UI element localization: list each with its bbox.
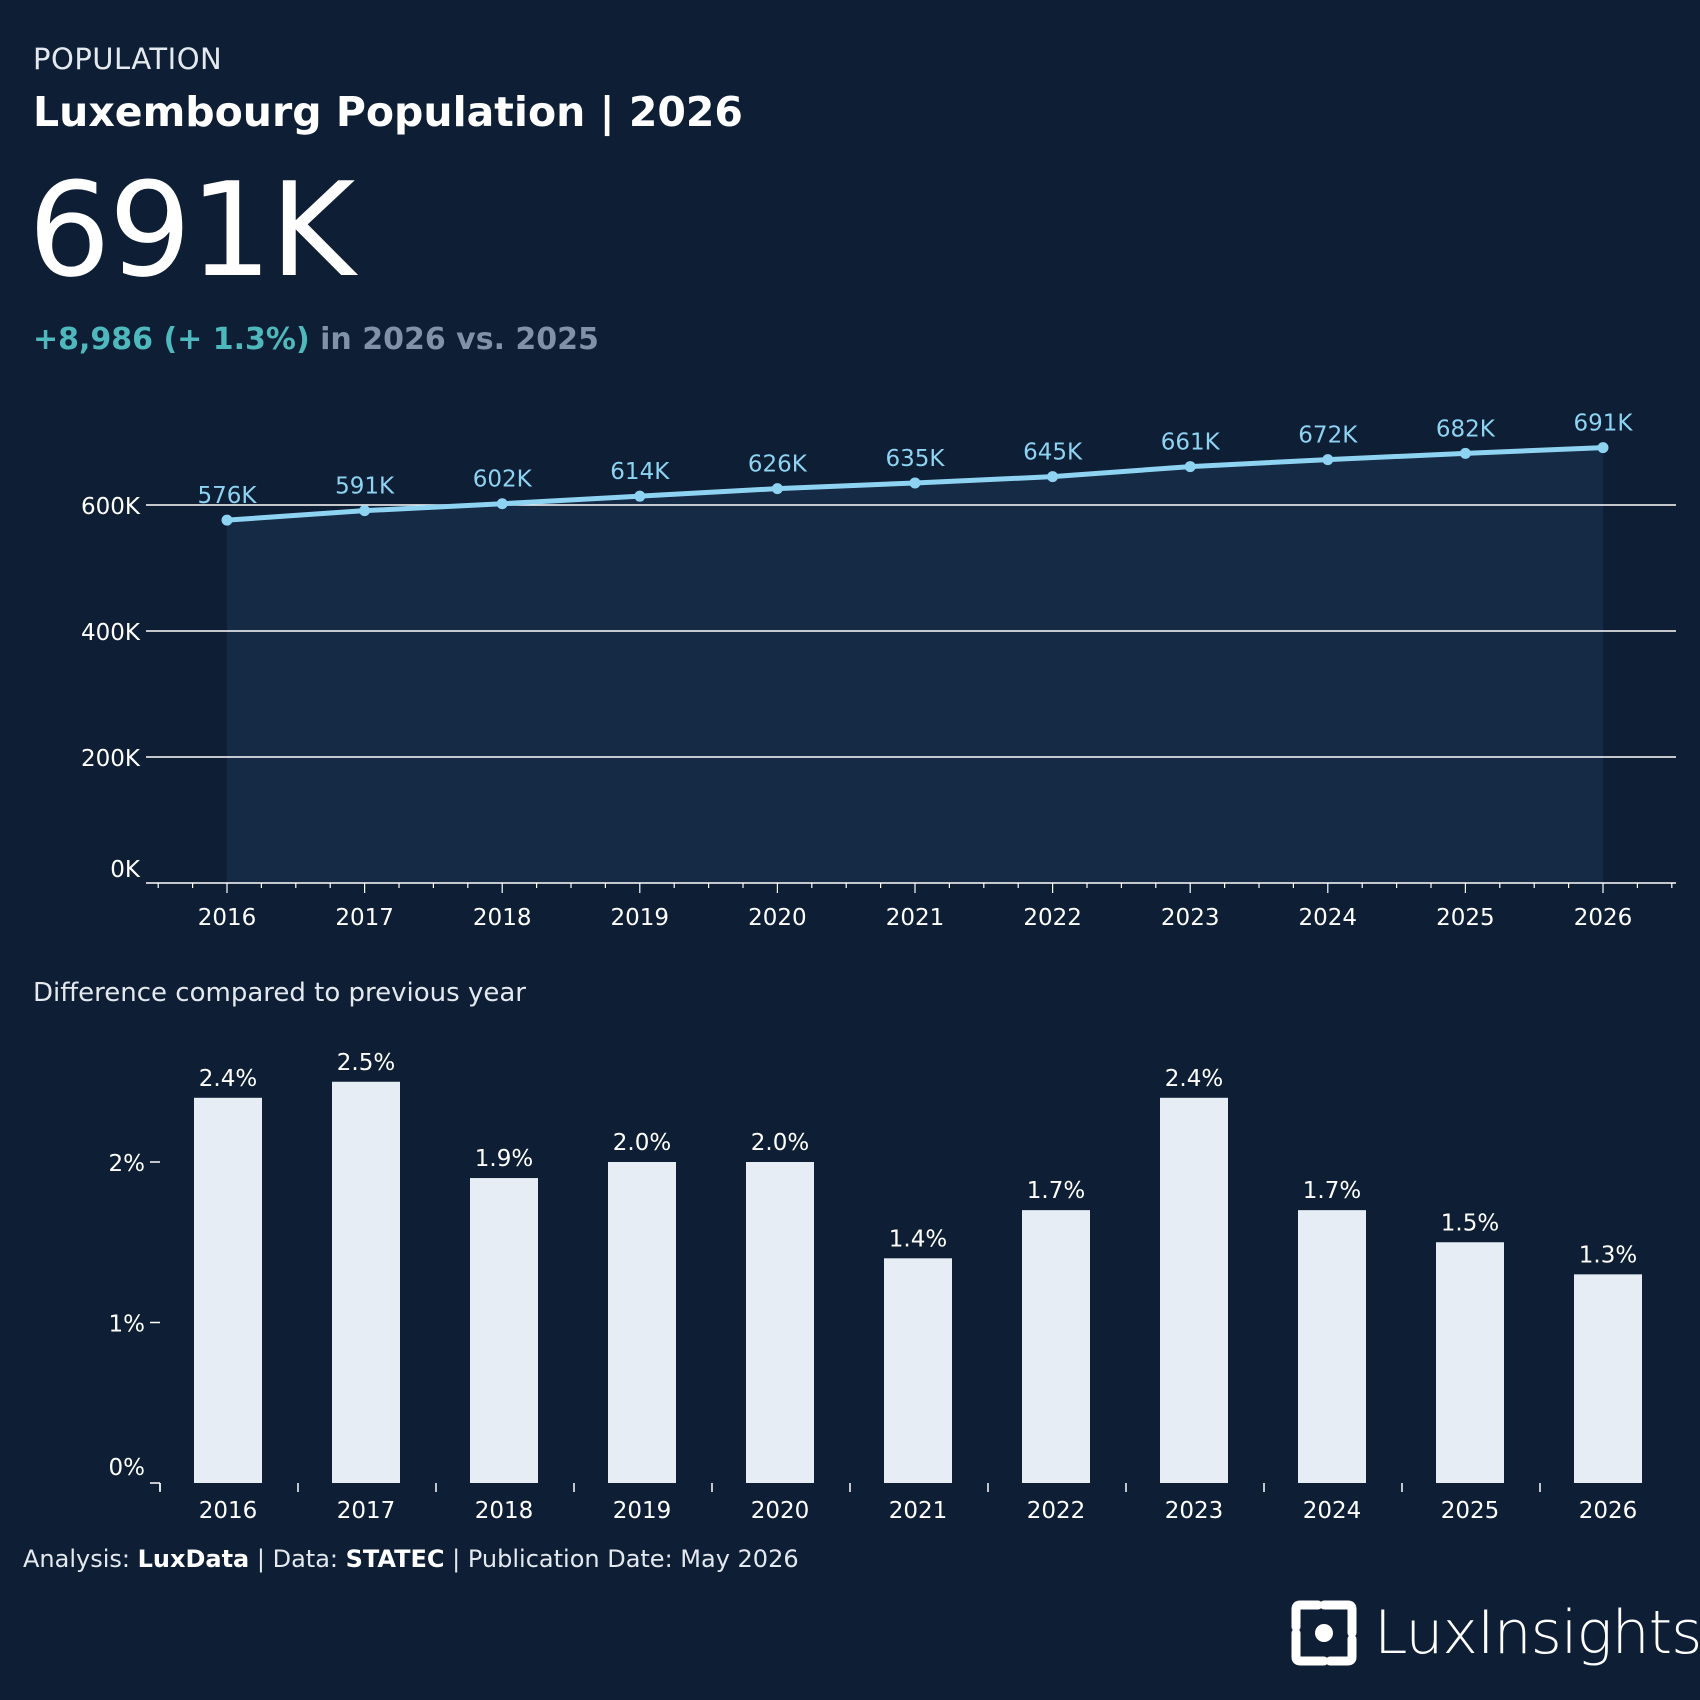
data-label: | Data: (249, 1545, 346, 1573)
x-tick-label: 2021 (886, 905, 945, 931)
x-tick-label: 2018 (475, 1498, 534, 1524)
delta-summary: +8,986 (+ 1.3%) in 2026 vs. 2025 (33, 322, 599, 357)
bar-data-label: 2.0% (613, 1130, 671, 1156)
x-tick-label: 2018 (473, 905, 532, 931)
bar-chart-title: Difference compared to previous year (33, 978, 526, 1008)
data-point (1597, 442, 1609, 454)
x-tick-label: 2020 (748, 905, 807, 931)
page-title: Luxembourg Population | 2026 (33, 88, 743, 136)
data-point (496, 498, 508, 510)
data-point (634, 490, 646, 502)
x-tick-label: 2024 (1303, 1498, 1362, 1524)
x-tick-label: 2023 (1161, 905, 1220, 931)
bar (1574, 1274, 1642, 1483)
data-point (1184, 461, 1196, 473)
bar-data-label: 1.5% (1441, 1210, 1499, 1236)
y-tick-label: 1% (109, 1312, 146, 1338)
data-label: 635K (886, 446, 946, 472)
data-label: 672K (1298, 423, 1358, 449)
headline-value: 691K (28, 154, 355, 306)
bar (1298, 1210, 1366, 1483)
population-line-chart: 0K 200K 400K 600K 2016 2017 2018 2019 2020 2021 20… (81, 411, 1676, 931)
data-point (909, 477, 921, 489)
x-tick-label: 2022 (1027, 1498, 1086, 1524)
y-tick-label: 0K (110, 857, 141, 883)
line-area-fill (227, 447, 1603, 883)
footer-credits: Analysis: LuxData | Data: STATEC | Publi… (23, 1545, 799, 1573)
x-tick-label: 2021 (889, 1498, 948, 1524)
data-label: 602K (473, 467, 533, 493)
x-tick-label: 2025 (1441, 1498, 1500, 1524)
bar (1160, 1097, 1228, 1483)
analysis-label: Analysis: (23, 1545, 138, 1573)
y-tick-label: 2% (109, 1151, 146, 1177)
bar (194, 1097, 262, 1483)
x-tick-label: 2025 (1436, 905, 1495, 931)
x-tick-label: 2019 (611, 905, 670, 931)
publication-date: | Publication Date: May 2026 (444, 1545, 799, 1573)
data-point (359, 505, 371, 517)
bar-data-label: 1.3% (1579, 1242, 1637, 1268)
data-point (221, 514, 233, 526)
x-tick-label: 2023 (1165, 1498, 1224, 1524)
brand-logo: LuxInsights (1290, 1598, 1700, 1668)
data-label: 576K (198, 483, 258, 509)
section-kicker: POPULATION (33, 42, 223, 76)
data-point (1047, 471, 1059, 483)
data-label: 626K (748, 452, 808, 478)
bar (746, 1162, 814, 1483)
bar-data-label: 1.7% (1027, 1178, 1085, 1204)
brand-logo-text: LuxInsights (1374, 1598, 1700, 1668)
x-tick-label: 2024 (1299, 905, 1358, 931)
delta-positive: +8,986 (+ 1.3%) (33, 322, 310, 357)
x-tick-label: 2017 (335, 905, 394, 931)
bar (1436, 1242, 1504, 1483)
delta-comparison: in 2026 vs. 2025 (309, 322, 599, 357)
data-label: 682K (1436, 416, 1496, 442)
x-tick-label: 2016 (199, 1498, 258, 1524)
bar (332, 1081, 400, 1483)
x-tick-label: 2020 (751, 1498, 810, 1524)
bar-data-label: 2.4% (1165, 1066, 1223, 1092)
x-tick-label: 2026 (1574, 905, 1633, 931)
lux-logo-icon (1291, 1600, 1357, 1666)
x-tick-label: 2019 (613, 1498, 672, 1524)
y-tick-label: 200K (81, 746, 141, 772)
x-tick-label: 2016 (198, 905, 257, 931)
analysis-value: LuxData (137, 1545, 250, 1573)
data-source: STATEC (345, 1545, 445, 1573)
bar-data-label: 2.4% (199, 1066, 257, 1092)
data-point (771, 483, 783, 495)
bar-data-label: 2.0% (751, 1130, 809, 1156)
bar (884, 1258, 952, 1483)
data-label: 645K (1023, 440, 1083, 466)
bar-data-label: 2.5% (337, 1050, 395, 1076)
x-tick-label: 2022 (1023, 905, 1082, 931)
bar-data-label: 1.7% (1303, 1178, 1361, 1204)
x-tick-label: 2017 (337, 1498, 396, 1524)
data-label: 591K (335, 474, 395, 500)
y-tick-label: 0% (109, 1455, 146, 1481)
data-point (1322, 454, 1334, 466)
bar (608, 1162, 676, 1483)
data-label: 661K (1161, 430, 1221, 456)
bar (470, 1178, 538, 1483)
data-label: 691K (1574, 411, 1634, 437)
y-tick-label: 600K (81, 494, 141, 520)
bar-data-label: 1.4% (889, 1226, 947, 1252)
x-tick-label: 2026 (1579, 1498, 1638, 1524)
bar-data-label: 1.9% (475, 1146, 533, 1172)
bar (1022, 1210, 1090, 1483)
data-label: 614K (610, 459, 670, 485)
y-tick-label: 400K (81, 620, 141, 646)
data-point (1459, 447, 1471, 459)
